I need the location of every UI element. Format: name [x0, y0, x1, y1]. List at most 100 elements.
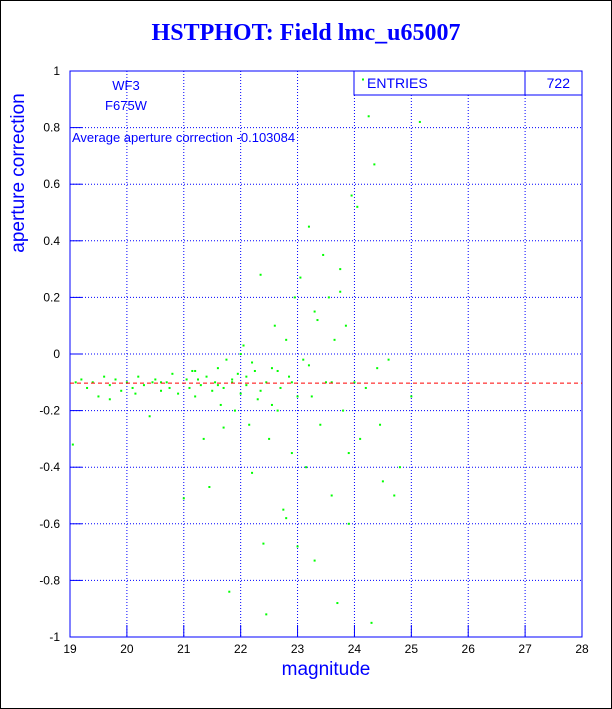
point — [231, 381, 234, 384]
point — [339, 268, 342, 271]
x-tick-label: 23 — [291, 642, 305, 656]
y-tick-label: 0 — [53, 347, 60, 361]
point — [154, 378, 157, 381]
point — [273, 324, 276, 327]
point — [251, 361, 254, 364]
point — [418, 120, 421, 123]
y-axis-title: aperture correction — [8, 93, 29, 252]
point — [290, 452, 293, 455]
stats-box — [353, 70, 583, 96]
y-tick-label: 0.4 — [43, 234, 60, 248]
point — [313, 559, 316, 562]
point — [319, 423, 322, 426]
point — [381, 480, 384, 483]
x-tick-label: 20 — [120, 642, 134, 656]
point — [285, 517, 288, 520]
x-tick-label: 21 — [177, 642, 191, 656]
y-tick-label: -0.6 — [39, 517, 60, 531]
stats-value: 722 — [547, 75, 571, 91]
point — [290, 381, 293, 384]
point — [282, 508, 285, 511]
point — [137, 375, 140, 378]
point — [285, 338, 288, 341]
point — [350, 194, 353, 197]
point — [148, 415, 151, 418]
point — [307, 225, 310, 228]
annotation: WF3 — [112, 78, 139, 93]
x-tick-label: 24 — [348, 642, 362, 656]
point — [322, 253, 325, 256]
point — [276, 409, 279, 412]
point — [333, 338, 336, 341]
point — [208, 486, 211, 489]
point — [86, 386, 89, 389]
point — [296, 395, 299, 398]
point — [330, 381, 333, 384]
point — [376, 367, 379, 370]
point — [205, 375, 208, 378]
point — [245, 375, 248, 378]
point — [194, 369, 197, 372]
point — [185, 378, 188, 381]
point — [151, 381, 154, 384]
point — [214, 381, 217, 384]
point — [259, 273, 262, 276]
point — [393, 494, 396, 497]
point — [302, 358, 305, 361]
point — [265, 381, 268, 384]
point — [188, 386, 191, 389]
point — [270, 367, 273, 370]
point — [108, 398, 111, 401]
point — [370, 621, 373, 624]
y-tick-label: -1 — [49, 630, 60, 644]
x-tick-label: 19 — [63, 642, 77, 656]
point — [270, 403, 273, 406]
point — [97, 395, 100, 398]
point — [134, 392, 137, 395]
point — [293, 296, 296, 299]
point — [344, 324, 347, 327]
point — [327, 296, 330, 299]
y-tick-label: -0.4 — [39, 460, 60, 474]
point — [410, 395, 413, 398]
point — [336, 602, 339, 605]
point — [268, 437, 271, 440]
point — [313, 310, 316, 313]
point — [276, 369, 279, 372]
y-tick-label: 0.8 — [43, 121, 60, 135]
point — [398, 466, 401, 469]
point — [265, 613, 268, 616]
point — [231, 378, 234, 381]
point — [74, 381, 77, 384]
point — [225, 358, 228, 361]
y-tick-label: 0.2 — [43, 290, 60, 304]
y-tick-label: 0.6 — [43, 177, 60, 191]
point — [387, 358, 390, 361]
point — [325, 381, 327, 384]
point — [216, 367, 219, 370]
point — [239, 392, 242, 395]
point — [353, 381, 356, 384]
x-tick-label: 26 — [462, 642, 476, 656]
point — [307, 364, 310, 367]
y-tick-label: -0.2 — [39, 404, 60, 418]
point — [182, 497, 185, 500]
point — [253, 369, 256, 372]
point — [103, 375, 106, 378]
x-axis-title: magnitude — [282, 659, 371, 680]
y-tick-label: -0.8 — [39, 573, 60, 587]
y-tick-label: 1 — [53, 64, 60, 78]
mean-annotation: Average aperture correction -0.103084 — [72, 130, 295, 145]
point — [279, 386, 282, 389]
point — [310, 395, 313, 398]
point — [194, 395, 197, 398]
stats-label: ENTRIES — [367, 75, 428, 91]
point — [202, 437, 205, 440]
point — [233, 409, 236, 412]
point — [171, 372, 174, 375]
point — [165, 381, 168, 384]
point — [296, 545, 299, 548]
point — [347, 452, 350, 455]
point — [222, 386, 225, 389]
